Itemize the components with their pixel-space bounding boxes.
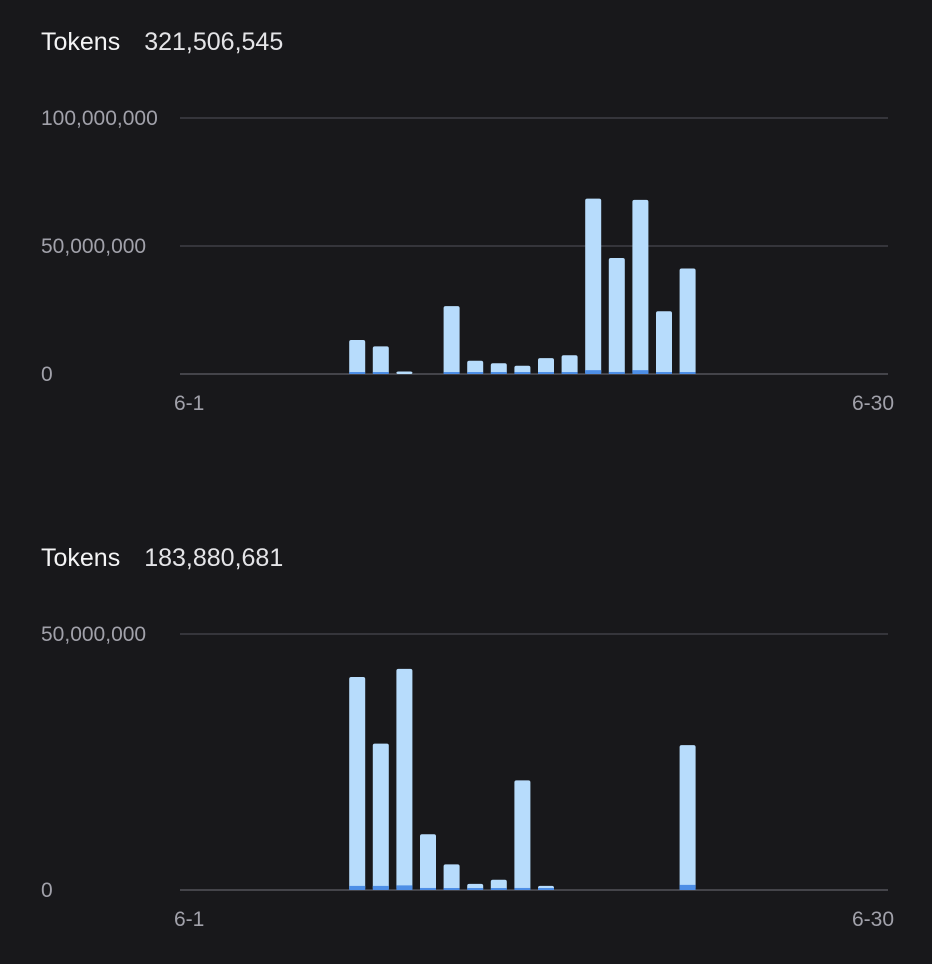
- bar: [443, 306, 460, 374]
- bar-segment: [349, 885, 366, 890]
- y-tick-label: 50,000,000: [41, 623, 146, 646]
- bar: [349, 677, 366, 890]
- bar: [632, 199, 649, 374]
- bar-segment: [514, 887, 531, 890]
- bar: [467, 360, 484, 374]
- x-tick-label: 6-30: [852, 392, 894, 415]
- bar-segment: [561, 372, 578, 374]
- bar: [490, 879, 507, 890]
- bar-segment: [490, 372, 507, 374]
- bar: [608, 258, 625, 374]
- bar-segment: [490, 888, 507, 890]
- y-tick-label: 100,000,000: [41, 107, 158, 130]
- bar: [679, 268, 696, 374]
- x-tick-label: 6-30: [852, 908, 894, 931]
- x-tick-label: 6-1: [174, 392, 204, 415]
- bar: [514, 365, 531, 374]
- y-tick-label: 0: [41, 879, 53, 902]
- y-tick-label: 0: [41, 363, 53, 386]
- bar-segment: [632, 370, 649, 374]
- bar-segment: [585, 370, 602, 374]
- chart-header: Tokens 321,506,545: [41, 28, 283, 57]
- chart-total: 183,880,681: [144, 544, 284, 572]
- bar: [585, 198, 602, 374]
- x-tick-label: 6-1: [174, 908, 204, 931]
- bar: [490, 363, 507, 374]
- bar: [372, 743, 389, 890]
- bar-segment: [514, 372, 531, 374]
- bar-segment: [349, 372, 366, 374]
- bar-segment: [679, 884, 696, 890]
- bar: [656, 311, 672, 374]
- bar-segment: [443, 888, 460, 890]
- bar: [514, 780, 531, 890]
- bar: [349, 339, 366, 374]
- bar-segment: [538, 888, 554, 890]
- bar: [420, 834, 436, 890]
- bar-segment: [467, 888, 484, 890]
- token-bar-chart: 0 50,000,000 100,000,000 6-1 6-30: [41, 107, 894, 415]
- chart-title: Tokens: [41, 28, 121, 56]
- bar-segment: [396, 885, 413, 890]
- bar: [561, 355, 578, 374]
- chart-title: Tokens: [41, 544, 121, 572]
- bar-segment: [467, 372, 484, 374]
- bar: [679, 745, 696, 890]
- bar: [443, 864, 460, 890]
- bar: [538, 358, 554, 374]
- bar-segment: [420, 887, 436, 890]
- y-tick-label: 50,000,000: [41, 235, 146, 258]
- token-chart-panel: Tokens 321,506,545 0 50,000,000 100,000,00…: [0, 0, 932, 480]
- bar-segment: [608, 371, 625, 374]
- chart-header: Tokens 183,880,681: [41, 544, 283, 573]
- bar: [396, 668, 413, 890]
- bar-segment: [443, 372, 460, 374]
- token-chart-panel: Tokens 183,880,681 0 50,000,000 6-1 6-30: [0, 516, 932, 964]
- chart-total: 321,506,545: [144, 28, 284, 56]
- bar: [372, 346, 389, 374]
- bar: [396, 371, 413, 374]
- bar-segment: [538, 372, 554, 374]
- token-bar-chart: 0 50,000,000 6-1 6-30: [41, 623, 894, 931]
- bar-segment: [679, 372, 696, 374]
- bar-segment: [372, 372, 389, 374]
- bar-segment: [656, 372, 672, 374]
- bar-segment: [372, 885, 389, 890]
